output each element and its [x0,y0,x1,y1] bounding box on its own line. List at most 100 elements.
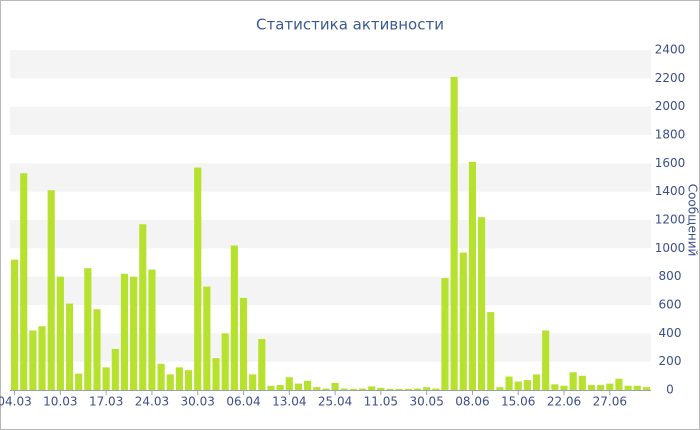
bar [432,388,440,390]
y-tick-label: 2400 [655,43,686,57]
x-tick-label: 06.04 [226,395,260,409]
y-tick-label: 1400 [655,184,686,198]
bar [569,372,577,390]
bar [75,373,83,390]
y-tick-label: 2000 [655,99,686,113]
x-tick-label: 15.06 [501,395,535,409]
y-tick-label: 400 [659,326,682,340]
bar [184,370,193,390]
bar [331,382,339,390]
bar [404,388,412,390]
y-tick-label: 1000 [655,241,686,255]
bar [642,387,650,390]
x-tick-label: 11.05 [364,395,398,409]
bar [587,385,596,390]
bar [487,312,495,390]
bar [450,76,458,391]
x-tick-label: 08.06 [455,395,489,409]
y-tick-label: 1600 [655,156,686,170]
y-tick-label: 1800 [655,128,686,142]
bar [368,386,376,390]
y-tick-label: 800 [659,269,682,283]
bar [230,245,238,390]
x-tick-label: 30.05 [409,395,443,409]
bar [441,278,449,390]
bar [29,330,37,390]
bar [120,273,129,390]
bar [294,383,303,390]
bar [551,384,559,390]
y-tick-label: 600 [659,298,682,312]
bar [597,385,605,390]
bar [514,381,522,390]
bar [249,374,257,390]
x-tick-label: 10.03 [43,395,77,409]
bar [56,276,64,390]
bar [340,388,348,390]
bar [111,348,119,390]
bar [139,224,147,390]
y-tick-label: 0 [666,383,674,397]
bar [578,375,586,390]
bar [478,217,486,390]
bar [203,286,211,390]
x-tick-label: 17.03 [89,395,123,409]
x-tick-label: 24.03 [135,395,169,409]
bar [423,387,431,390]
bar [468,161,477,390]
bar [258,339,266,390]
x-tick-label: 22.06 [547,395,581,409]
x-tick-label: 30.03 [181,395,215,409]
bar [148,269,156,390]
bar [102,367,110,390]
bar [523,380,531,390]
bar [276,385,284,390]
bar [212,358,220,390]
bar [130,276,138,390]
grid-band [10,106,651,135]
y-tick-label: 200 [659,354,682,368]
bar [313,387,321,390]
bar [47,190,55,390]
grid-band [10,220,651,249]
bar [358,388,367,390]
x-tick-label: 04.03 [0,395,32,409]
y-axis-label: Сообщений [686,184,700,257]
y-tick-label: 2200 [655,71,686,85]
bar [84,268,92,390]
bar [304,380,312,390]
bar [267,385,275,390]
bar [532,374,541,390]
y-tick-label: 1200 [655,213,686,227]
x-tick-label: 25.04 [318,395,352,409]
bar [166,374,174,390]
bar [413,388,422,390]
bar [377,387,385,390]
grid-band [10,163,651,192]
bar [624,385,632,390]
bar [606,383,614,390]
bar [496,387,504,390]
bar [505,376,513,390]
bar [459,252,467,390]
grid-band [10,276,651,305]
bar [11,259,19,390]
bar [194,167,202,390]
grid-band [10,50,651,79]
bar [285,377,293,390]
bar [175,367,183,390]
grid-band [10,333,651,362]
bar [20,173,28,390]
bar [633,385,641,390]
bar [239,297,248,390]
bar [386,388,394,390]
bar [221,333,229,390]
bar [349,388,357,390]
bar [65,303,74,390]
bar [560,385,568,390]
bar [93,309,101,390]
bar [322,388,330,390]
bar [542,330,550,390]
